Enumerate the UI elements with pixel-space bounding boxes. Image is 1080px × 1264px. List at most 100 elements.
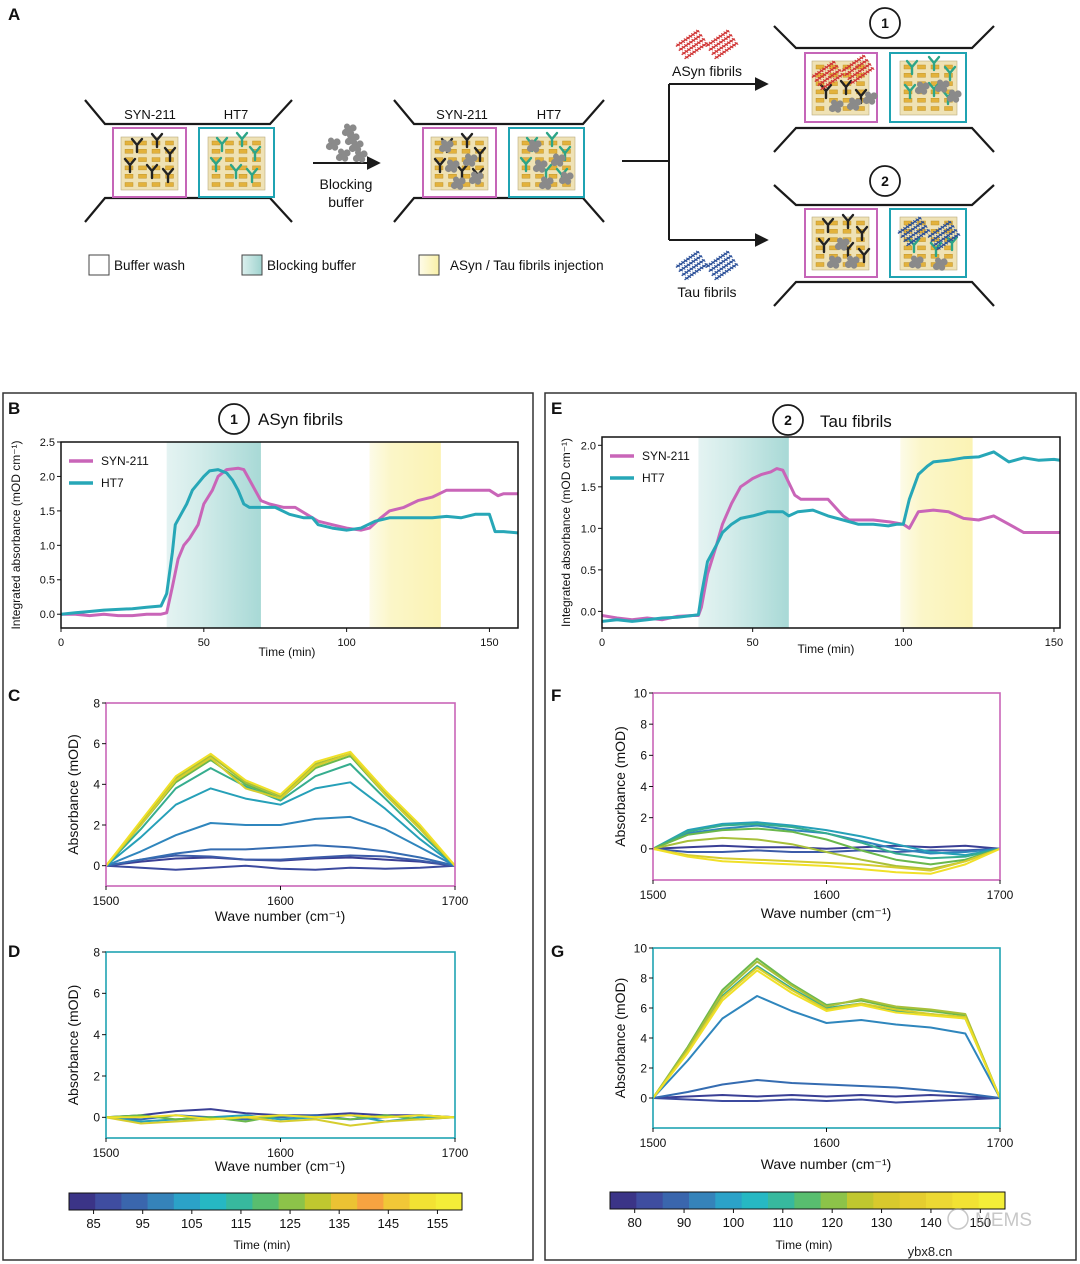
- spectrum-line: [106, 864, 455, 871]
- fibril-tick: [847, 76, 852, 80]
- fibril-tick: [867, 68, 873, 72]
- fibril-tick: [933, 236, 938, 240]
- nanostructure: [225, 149, 234, 154]
- fibril-tick: [696, 256, 701, 260]
- panel-g-letter: G: [551, 942, 564, 961]
- fibril-tick: [908, 235, 913, 239]
- fibril-tick: [915, 224, 920, 228]
- fibril-tick: [714, 49, 719, 53]
- protein-blob: [446, 140, 454, 148]
- fibril-tick: [731, 43, 737, 47]
- shaded-region: [369, 442, 441, 628]
- fibril-tick: [681, 260, 686, 265]
- fibril-tick: [821, 67, 827, 71]
- fibril-tick: [708, 41, 713, 45]
- spectrum-line: [653, 821, 1000, 857]
- nanostructure: [138, 157, 147, 162]
- chart-b: 0 50 100 150 0.0 0.5 1.0 1.5 2.0 2.5 Time (min) Int…: [9, 437, 519, 659]
- series-line-syn-211: [602, 467, 1060, 622]
- x-tick-label: 1700: [987, 1136, 1014, 1150]
- fibril-tick: [937, 227, 943, 231]
- fibril-tick: [953, 228, 958, 232]
- nanostructure: [138, 173, 147, 179]
- protein-blob: [834, 242, 843, 251]
- fibril-tick: [714, 55, 719, 59]
- fibril-tick: [716, 48, 721, 52]
- protein-icon: [325, 137, 341, 151]
- fibril-tick: [728, 254, 733, 258]
- blocking-label-line1: Blocking: [320, 176, 373, 192]
- fibril-tick: [729, 260, 734, 264]
- protein-blob: [344, 137, 353, 146]
- fibril-tick: [722, 50, 727, 54]
- fibril-tick: [691, 259, 696, 264]
- nanostructure: [252, 182, 261, 187]
- protein-blob: [920, 88, 928, 95]
- fibril-tick: [711, 45, 716, 49]
- colorbar-cell: [173, 1193, 201, 1210]
- panel-c-letter: C: [8, 686, 20, 705]
- nanostructure: [548, 173, 558, 179]
- fibril-tick: [828, 81, 833, 85]
- fibril-tick: [842, 68, 847, 72]
- fibril-tick: [907, 223, 913, 227]
- fibril-tick: [693, 252, 698, 256]
- protein-blob: [934, 84, 943, 93]
- fibril-tick: [692, 271, 697, 275]
- spectrum-line: [653, 969, 1000, 1099]
- colorbar-cell: [226, 1193, 253, 1210]
- chip-1-left-label: SYN-211: [124, 107, 176, 122]
- protein-blob: [344, 123, 350, 130]
- antibody-icon: [821, 217, 835, 234]
- fibril-tick: [699, 266, 704, 270]
- fibril-tick: [903, 238, 908, 242]
- spectrum-line: [653, 965, 1000, 1099]
- fibril-tick: [910, 227, 915, 231]
- x-tick-label: 150: [480, 637, 498, 649]
- nanostructure: [815, 64, 825, 70]
- colorbar-tick-label: 120: [821, 1215, 843, 1230]
- fibril-tick: [928, 234, 933, 238]
- protein-blob: [564, 178, 572, 185]
- nanostructure: [225, 157, 234, 162]
- blocking-protein-icons: [826, 237, 948, 271]
- fibril-tick: [910, 221, 915, 225]
- fibril-tick: [935, 229, 940, 233]
- fibril-tick: [714, 276, 719, 280]
- panel-b-circle-number: 1: [230, 411, 238, 427]
- fibril-tick: [725, 250, 730, 254]
- fibril-tick: [857, 63, 862, 68]
- protein-blob: [534, 140, 542, 148]
- outcome-1-circle: [869, 7, 901, 39]
- antibody-icon: [817, 237, 831, 254]
- fibril-tick: [731, 37, 736, 41]
- fibril-tick: [711, 260, 716, 265]
- spectrum-line: [106, 750, 455, 867]
- nanostructure: [535, 173, 544, 179]
- chart-d: 1500 1600 1700 0 2 4 6 8 Wave number (cm⁻¹) Absor…: [65, 945, 469, 1174]
- fibril-tick: [936, 240, 941, 244]
- fibril-tick: [719, 273, 724, 277]
- fibril-tick: [906, 236, 911, 240]
- fibril-tick: [724, 48, 729, 52]
- series-line-ht7: [602, 450, 1060, 623]
- protein-blob: [546, 177, 554, 185]
- nanostructure: [225, 173, 234, 179]
- antibody-icon: [245, 167, 259, 184]
- fibril-tick: [825, 83, 830, 87]
- legend-label: SYN-211: [642, 449, 690, 463]
- protein-blob: [854, 98, 862, 106]
- fibril-tick: [731, 264, 737, 268]
- blocking-buffer-swatch: [241, 254, 263, 276]
- protein-icon: [438, 139, 454, 153]
- fibril-tick: [853, 78, 858, 83]
- plot-frame: [105, 951, 456, 1139]
- fibril-tick: [829, 68, 834, 72]
- fibril-tick: [840, 72, 845, 77]
- fibril-tick: [860, 73, 865, 77]
- fibril-tick: [679, 268, 684, 272]
- antibody-icon: [248, 145, 262, 162]
- protein-blob: [938, 264, 946, 271]
- colorbar-frame: [68, 1192, 463, 1211]
- protein-blob: [526, 144, 535, 153]
